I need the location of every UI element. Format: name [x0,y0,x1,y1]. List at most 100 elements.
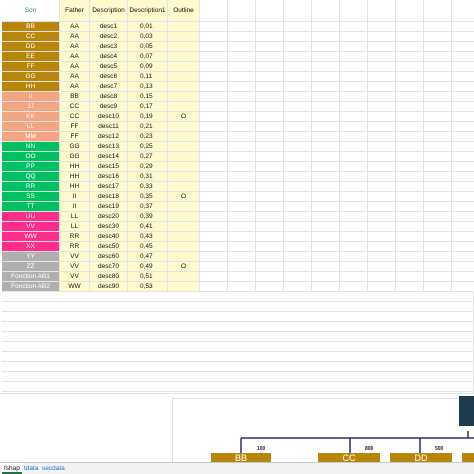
empty-cell[interactable] [312,282,340,292]
org-chart-root-node[interactable] [459,396,474,426]
empty-cell[interactable] [424,222,452,232]
empty-cell[interactable] [368,142,396,152]
empty-cell[interactable] [256,252,284,262]
father-cell[interactable]: LL [60,212,90,222]
empty-cell[interactable] [396,202,424,212]
description-cell[interactable]: desc18 [90,192,128,202]
empty-cell[interactable] [452,272,474,282]
son-cell[interactable]: PP [2,162,60,172]
father-cell[interactable]: BB [60,92,90,102]
son-cell[interactable]: MM [2,132,60,142]
description1-cell[interactable]: 0,19 [128,112,168,122]
org-chart-canvas[interactable] [172,398,474,463]
empty-cell[interactable] [396,242,424,252]
son-cell[interactable]: QQ [2,172,60,182]
empty-cell[interactable] [396,112,424,122]
empty-cell[interactable] [312,0,340,22]
empty-cell[interactable] [312,122,340,132]
empty-cell[interactable] [284,222,312,232]
description-cell[interactable]: desc40 [90,232,128,242]
description-cell[interactable]: desc10 [90,112,128,122]
empty-cell[interactable] [340,142,368,152]
empty-cell[interactable] [424,152,452,162]
empty-cell[interactable] [228,242,256,252]
description-cell[interactable]: desc20 [90,212,128,222]
empty-cell[interactable] [284,112,312,122]
empty-cell[interactable] [396,62,424,72]
empty-cell[interactable] [284,182,312,192]
empty-cell[interactable] [312,242,340,252]
empty-cell[interactable] [452,92,474,102]
description-cell[interactable]: desc12 [90,132,128,142]
empty-cell[interactable] [452,122,474,132]
description1-cell[interactable]: 0,09 [128,62,168,72]
father-cell[interactable]: AA [60,62,90,72]
empty-cell[interactable] [256,62,284,72]
empty-cell[interactable] [284,122,312,132]
empty-cell[interactable] [228,282,256,292]
empty-cell[interactable] [228,152,256,162]
son-cell[interactable]: XX [2,242,60,252]
description-cell[interactable]: desc4 [90,52,128,62]
empty-cell[interactable] [312,202,340,212]
empty-cell[interactable] [2,332,474,342]
empty-cell[interactable] [424,232,452,242]
father-cell[interactable]: WW [60,282,90,292]
father-cell[interactable]: AA [60,82,90,92]
empty-cell[interactable] [340,82,368,92]
empty-cell[interactable] [340,122,368,132]
empty-cell[interactable] [256,0,284,22]
son-cell[interactable]: SS [2,192,60,202]
son-cell[interactable]: GG [2,72,60,82]
empty-cell[interactable] [228,92,256,102]
empty-cell[interactable] [396,22,424,32]
son-cell[interactable]: DD [2,42,60,52]
empty-cell[interactable] [368,212,396,222]
outline-cell[interactable] [168,212,200,222]
son-cell[interactable]: II [2,92,60,102]
description-cell[interactable]: desc5 [90,62,128,72]
empty-cell[interactable] [368,72,396,82]
empty-cell[interactable] [452,182,474,192]
empty-cell[interactable] [396,282,424,292]
empty-cell[interactable] [312,192,340,202]
empty-cell[interactable] [312,102,340,112]
son-cell[interactable]: LL [2,122,60,132]
empty-cell[interactable] [200,82,228,92]
description1-cell[interactable]: 0,01 [128,22,168,32]
empty-cell[interactable] [312,42,340,52]
empty-cell[interactable] [284,242,312,252]
description-cell[interactable]: desc1 [90,22,128,32]
outline-cell[interactable]: O [168,112,200,122]
description1-cell[interactable]: 0,21 [128,122,168,132]
empty-cell[interactable] [424,172,452,182]
father-cell[interactable]: AA [60,52,90,62]
father-cell[interactable]: HH [60,172,90,182]
empty-cell[interactable] [340,172,368,182]
empty-cell[interactable] [256,192,284,202]
empty-cell[interactable] [228,162,256,172]
empty-cell[interactable] [340,32,368,42]
empty-cell[interactable] [312,112,340,122]
header-son[interactable]: Son [2,0,60,22]
outline-cell[interactable] [168,142,200,152]
empty-cell[interactable] [200,22,228,32]
description-cell[interactable]: desc7 [90,82,128,92]
description1-cell[interactable]: 0,35 [128,192,168,202]
empty-cell[interactable] [340,162,368,172]
empty-cell[interactable] [396,122,424,132]
empty-cell[interactable] [200,212,228,222]
empty-cell[interactable] [340,132,368,142]
empty-cell[interactable] [368,92,396,102]
description1-cell[interactable]: 0,23 [128,132,168,142]
header-outline[interactable]: Outline [168,0,200,22]
empty-cell[interactable] [368,252,396,262]
empty-cell[interactable] [340,192,368,202]
empty-cell[interactable] [284,162,312,172]
empty-cell[interactable] [2,362,474,372]
empty-cell[interactable] [200,62,228,72]
empty-cell[interactable] [396,272,424,282]
empty-cell[interactable] [452,282,474,292]
description1-cell[interactable]: 0,29 [128,162,168,172]
empty-cell[interactable] [228,52,256,62]
